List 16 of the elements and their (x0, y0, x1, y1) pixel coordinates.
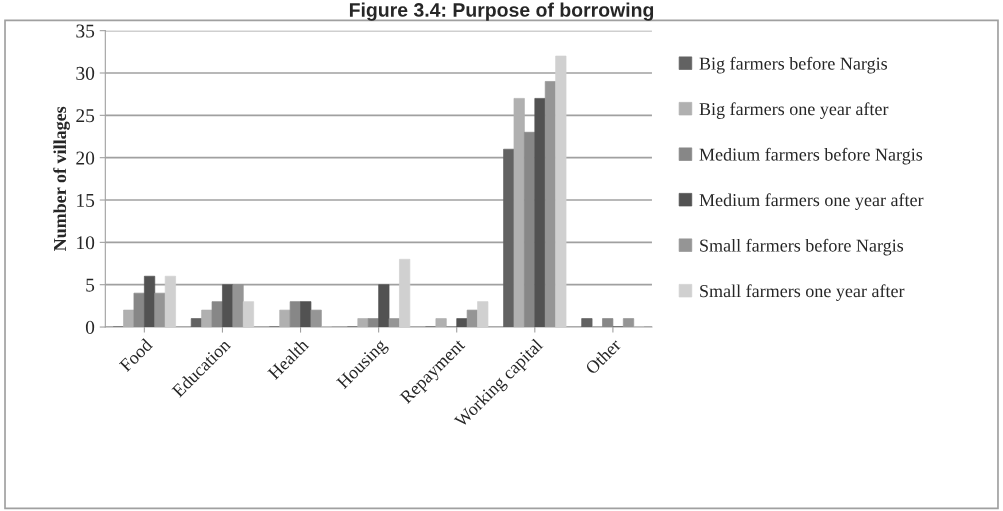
y-tick-label: 25 (76, 109, 95, 123)
legend-label: Medium farmers one year after (699, 193, 924, 210)
chart-title: Figure 3.4: Purpose of borrowing (349, 2, 654, 21)
y-tick-label: 20 (76, 151, 95, 165)
legend-label: Big farmers before Nargis (699, 56, 888, 74)
y-tick-label: 15 (77, 193, 95, 207)
y-axis-title: Number of villages (53, 106, 70, 252)
legend-label: Medium farmers before Nargis (699, 147, 923, 165)
legend-label: Big farmers one year after (699, 102, 889, 119)
y-tick-label: 30 (76, 66, 95, 80)
legend-label: Small farmers one year after (700, 284, 905, 301)
y-tick-label: 10 (77, 236, 95, 250)
y-tick-label: 5 (86, 278, 95, 292)
y-tick-label: 35 (76, 24, 95, 38)
y-tick-label: 0 (85, 320, 95, 334)
legend-label: Small farmers before Nargis (700, 238, 904, 256)
